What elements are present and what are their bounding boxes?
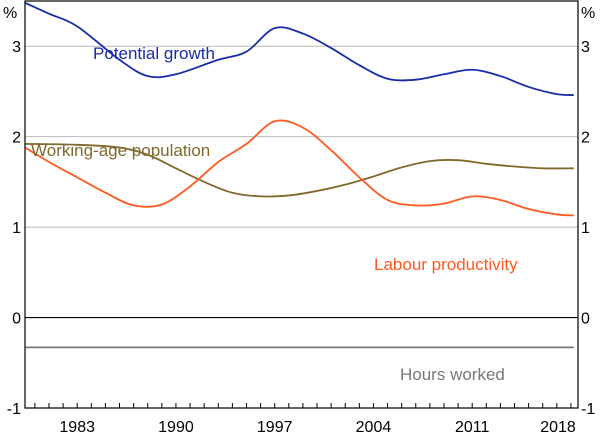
series-line-potential-growth <box>24 1 574 96</box>
legend-hours-worked: Hours worked <box>400 365 505 384</box>
y-tick-label-right: 3 <box>581 39 590 56</box>
series-line-labour-productivity <box>24 119 574 217</box>
y-tick-labels: -1 -1 0 0 1 1 2 2 3 3 <box>7 39 596 418</box>
series-lines <box>24 1 574 349</box>
x-tick-label: 2011 <box>455 419 490 436</box>
legend-potential-growth: Potential growth <box>93 44 215 63</box>
x-tick-label: 1997 <box>257 419 293 436</box>
y-tick-label-right: -1 <box>581 401 595 418</box>
x-tick-labels: 1983 1990 1997 2004 2011 2018 <box>59 419 575 436</box>
y-unit-left: % <box>3 5 17 22</box>
x-tick-label: 1990 <box>158 419 194 436</box>
x-tick-label: 2018 <box>540 419 576 436</box>
y-tick-label-left: 1 <box>12 220 21 237</box>
y-unit-right: % <box>581 5 595 22</box>
legend-labour-productivity: Labour productivity <box>374 255 518 274</box>
y-tick-label-left: 3 <box>12 39 21 56</box>
y-tick-label-right: 1 <box>581 220 590 237</box>
legend-working-age-population: Working-age population <box>31 141 210 160</box>
x-ticks <box>34 403 572 408</box>
series-line-working-age-population <box>24 143 574 198</box>
gridlines <box>25 45 578 319</box>
y-tick-label-left: -1 <box>7 401 21 418</box>
y-tick-label-left: 2 <box>12 130 21 147</box>
y-tick-label-left: 0 <box>12 311 21 328</box>
x-tick-label: 2004 <box>356 419 392 436</box>
x-tick-label: 1983 <box>59 419 95 436</box>
y-tick-label-right: 0 <box>581 311 590 328</box>
plot-frame <box>24 0 579 409</box>
y-tick-label-right: 2 <box>581 130 590 147</box>
